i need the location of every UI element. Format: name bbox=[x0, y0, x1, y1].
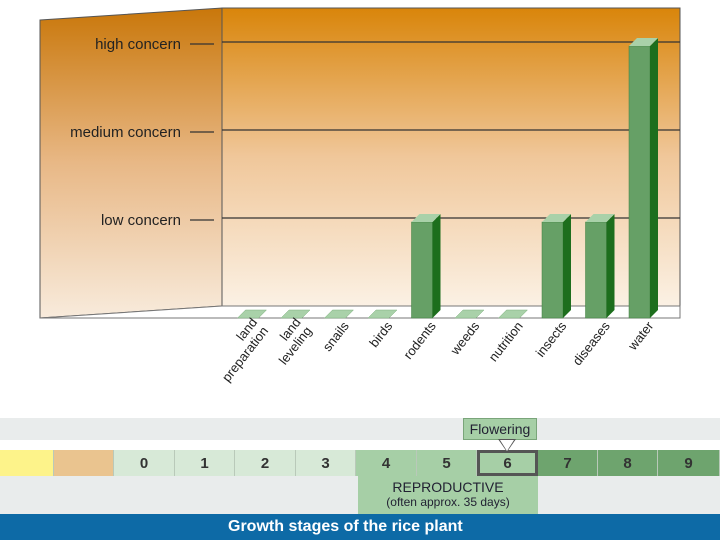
bar-side bbox=[563, 214, 571, 318]
stage-cell bbox=[54, 450, 114, 476]
flowering-label: Flowering bbox=[463, 418, 537, 440]
bar-side bbox=[432, 214, 441, 318]
bar-zero bbox=[497, 309, 529, 319]
y-tick-label: medium concern bbox=[70, 124, 181, 141]
reproductive-note: (often approx. 35 days) bbox=[386, 495, 510, 509]
bar-front bbox=[541, 221, 564, 319]
stage-cell: 6 bbox=[477, 450, 538, 476]
bar-top bbox=[542, 214, 571, 222]
reproductive-phase: REPRODUCTIVE (often approx. 35 days) bbox=[358, 476, 538, 514]
reproductive-title: REPRODUCTIVE bbox=[392, 479, 504, 495]
x-tick-label: landleveling bbox=[265, 315, 315, 368]
bar-land-preparation bbox=[236, 309, 268, 319]
bar-zero bbox=[280, 309, 311, 319]
stage-cell: 4 bbox=[356, 450, 417, 476]
stage-cell: 2 bbox=[235, 450, 296, 476]
stage-cell: 0 bbox=[114, 450, 175, 476]
x-tick-label: nutrition bbox=[486, 319, 526, 365]
stage-cell: 7 bbox=[538, 450, 598, 476]
y-tick-label: high concern bbox=[95, 36, 181, 53]
flowering-pointer bbox=[500, 440, 514, 451]
bar-top bbox=[585, 214, 615, 222]
footer-bar: Growth stages of the rice plant bbox=[0, 514, 720, 540]
bar-front bbox=[411, 221, 433, 319]
bar-snails bbox=[323, 309, 355, 319]
x-tick-label: water bbox=[624, 318, 656, 354]
stage-cell: 1 bbox=[175, 450, 235, 476]
x-tick-label: weeds bbox=[447, 318, 483, 358]
bar-front bbox=[628, 45, 651, 319]
stage-cell: 8 bbox=[598, 450, 658, 476]
bar-rodents bbox=[411, 214, 441, 319]
stage-cell: 3 bbox=[296, 450, 356, 476]
bar-birds bbox=[367, 309, 398, 319]
bar-zero bbox=[454, 309, 485, 319]
chart-left-wall bbox=[39, 7, 223, 319]
bar-zero bbox=[323, 309, 355, 319]
bar-front bbox=[585, 221, 607, 319]
bar-side bbox=[650, 38, 658, 318]
stage-cell bbox=[0, 450, 54, 476]
bar-diseases bbox=[585, 214, 615, 319]
bar-water bbox=[628, 38, 658, 319]
stage-cell: 9 bbox=[658, 450, 720, 476]
x-tick-label: insects bbox=[533, 318, 570, 360]
footer-title: Growth stages of the rice plant bbox=[228, 518, 463, 535]
bar-land-leveling bbox=[280, 309, 311, 319]
bar-top bbox=[629, 38, 658, 46]
bar-top bbox=[411, 214, 441, 222]
timeline-top-band bbox=[0, 418, 720, 440]
bar-nutrition bbox=[497, 309, 529, 319]
x-tick-label: rodents bbox=[400, 318, 439, 362]
bar-side bbox=[606, 214, 615, 318]
stage-cell: 5 bbox=[417, 450, 477, 476]
bar-weeds bbox=[454, 309, 485, 319]
x-tick-label: landpreparation bbox=[208, 315, 271, 385]
x-tick-label: birds bbox=[366, 318, 395, 350]
bar-zero bbox=[367, 309, 398, 319]
x-tick-label: snails bbox=[320, 318, 353, 354]
x-tick-label: diseases bbox=[569, 318, 613, 368]
bar-insects bbox=[541, 214, 571, 319]
y-tick-label: low concern bbox=[101, 212, 181, 229]
bar-zero bbox=[236, 309, 268, 319]
concern-bar-chart: low concern medium concern high concern la… bbox=[39, 7, 681, 385]
